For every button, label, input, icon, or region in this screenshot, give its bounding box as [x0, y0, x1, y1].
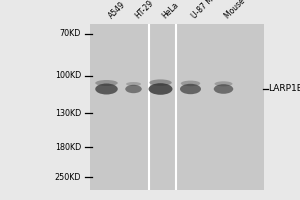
Text: A549: A549: [106, 0, 127, 20]
Text: U-87 MG: U-87 MG: [190, 0, 220, 20]
Ellipse shape: [181, 81, 200, 86]
Ellipse shape: [180, 84, 201, 94]
Text: LARP1B: LARP1B: [268, 84, 300, 93]
Text: HeLa: HeLa: [160, 0, 181, 20]
Bar: [90, 24, 264, 190]
Ellipse shape: [148, 83, 172, 95]
Ellipse shape: [149, 79, 172, 86]
Ellipse shape: [125, 85, 142, 93]
Text: 100KD: 100KD: [55, 72, 81, 80]
Text: HT-29: HT-29: [134, 0, 155, 20]
Text: 180KD: 180KD: [55, 142, 81, 152]
Text: Mouse brain: Mouse brain: [224, 0, 263, 20]
Ellipse shape: [214, 81, 232, 86]
Ellipse shape: [126, 82, 141, 86]
Ellipse shape: [95, 80, 118, 86]
Text: 250KD: 250KD: [55, 172, 81, 182]
Text: 70KD: 70KD: [60, 29, 81, 38]
Ellipse shape: [214, 84, 233, 94]
Text: 130KD: 130KD: [55, 108, 81, 117]
Ellipse shape: [95, 83, 118, 94]
